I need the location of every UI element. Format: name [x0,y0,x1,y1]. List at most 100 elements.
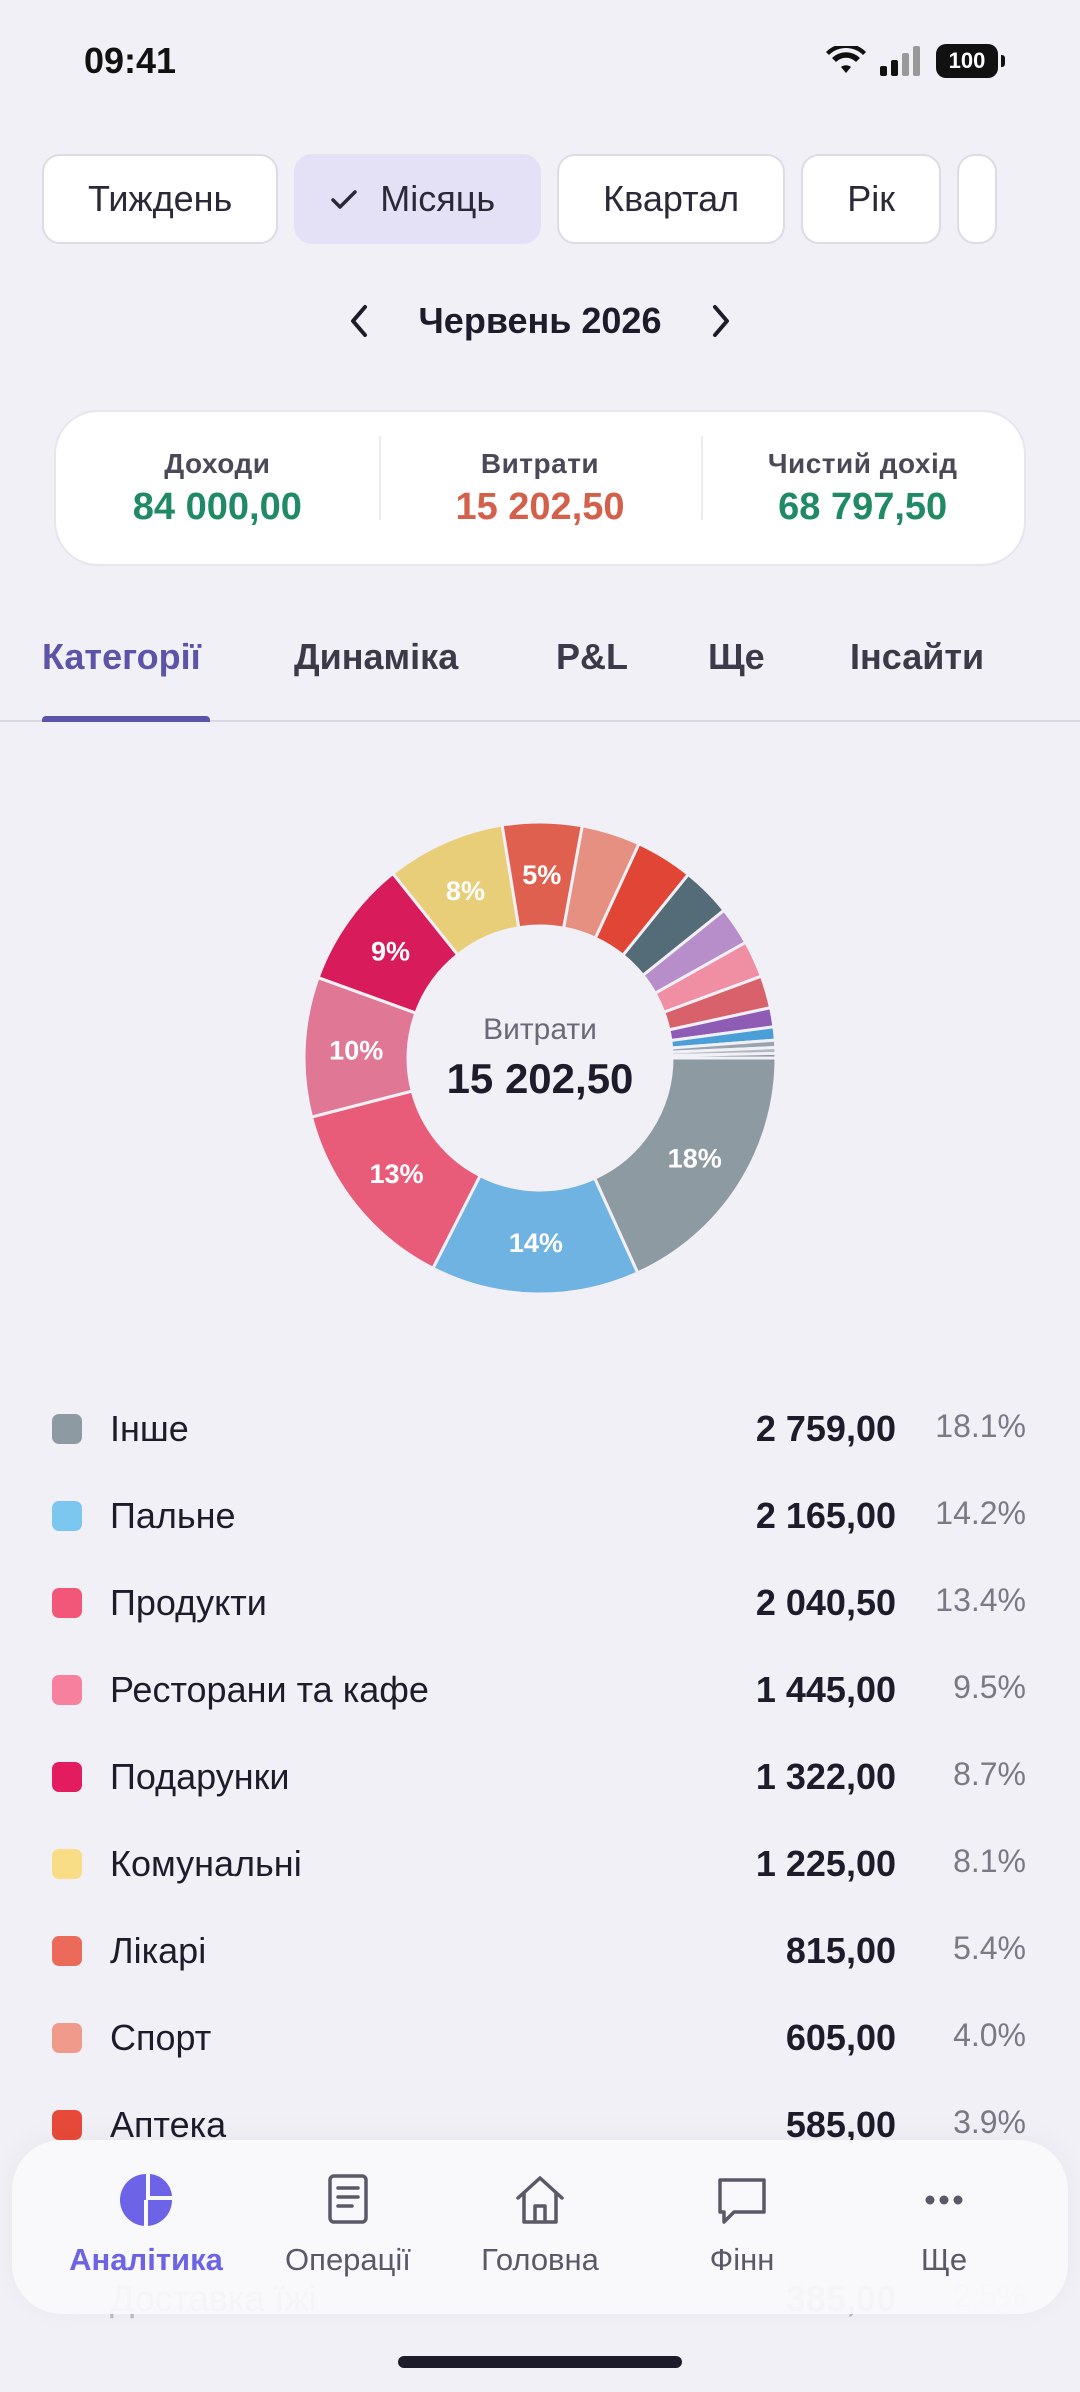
prev-month-button[interactable] [339,296,379,346]
category-color-swatch [52,1936,82,1966]
category-row[interactable]: Інше 2 759,00 18.1% [0,1386,1080,1473]
donut-slice-label: 9% [371,937,410,967]
category-name: Аптека [110,2104,227,2145]
category-amount: 585,00 [785,2104,896,2145]
nav-analytics[interactable]: Аналітика [46,2170,246,2278]
tab-more[interactable]: Ще [708,636,765,677]
category-percent: 18.1% [935,1408,1026,1444]
category-amount: 1 225,00 [755,1843,896,1884]
expense-donut-chart: 18% 14% 13% 10% 9% 8% 5% Витрати 15 202,50 [290,808,790,1308]
category-row[interactable]: Ресторани та кафе 1 445,00 9.5% [0,1647,1080,1734]
category-color-swatch [52,2110,82,2140]
chat-icon [718,2178,766,2224]
income-value: 84 000,00 [132,485,302,528]
donut-slice-label: 13% [369,1159,423,1189]
period-chip-custom[interactable] [956,154,997,244]
battery-indicator: 100 [936,44,1005,78]
category-amount: 815,00 [785,1930,896,1971]
category-color-swatch [52,1675,82,1705]
category-color-swatch [52,1414,82,1444]
category-row[interactable]: Комунальні 1 225,00 8.1% [0,1821,1080,1908]
signal-icon [880,46,920,76]
category-percent: 4.0% [953,2017,1026,2053]
expense-label: Витрати [480,447,600,479]
more-icon [925,2195,963,2205]
period-chip-month[interactable]: Місяць [294,154,542,244]
chip-label: Місяць [380,178,496,219]
tab-dynamics[interactable]: Динаміка [294,636,459,677]
bottom-navigation: Аналітика Операції Головна Фінн Ще [12,2140,1068,2314]
net-summary: Чистий дохід 68 797,50 [701,435,1024,529]
nav-home[interactable]: Головна [440,2170,640,2278]
chevron-left-icon [350,305,367,337]
tab-insights[interactable]: Інсайти [850,636,985,677]
category-percent: 9.5% [953,1669,1026,1705]
category-row[interactable]: Аптека 585,00 3.9% [0,2082,1080,2169]
category-percent: 8.1% [953,1843,1026,1879]
donut-center: Витрати 15 202,50 [290,808,790,1308]
category-row[interactable]: Продукти 2 040,50 13.4% [0,1560,1080,1647]
category-row[interactable]: Лікарі 815,00 5.4% [0,1908,1080,1995]
period-chip-year[interactable]: Рік [801,154,941,244]
income-label: Доходи [164,447,271,479]
category-name: Інше [110,1408,189,1449]
category-name: Лікарі [110,1930,207,1971]
nav-more[interactable]: Ще [844,2170,1044,2278]
nav-label: Аналітика [69,2242,223,2277]
category-row[interactable]: Пальне 2 165,00 14.2% [0,1473,1080,1560]
analytics-tabs: Категорії Динаміка P&L Ще Інсайти [0,636,1080,722]
category-color-swatch [52,1588,82,1618]
analytics-icon [120,2174,172,2226]
status-bar: 09:41 100 [0,0,1080,130]
category-percent: 13.4% [935,1582,1026,1618]
home-indicator [398,2356,682,2368]
category-color-swatch [52,1849,82,1879]
expense-value: 15 202,50 [455,485,625,528]
donut-slice-label: 10% [329,1035,383,1065]
donut-slice-label: 14% [509,1228,563,1258]
net-label: Чистий дохід [767,447,958,479]
donut-slice-label: 5% [522,860,561,890]
check-icon [331,190,358,209]
donut-slice-label: 18% [668,1144,722,1174]
nav-label: Операції [285,2242,411,2277]
active-tab-indicator [42,716,210,722]
category-percent: 3.9% [953,2104,1026,2140]
donut-slice-label: 8% [446,876,485,906]
home-icon [516,2176,564,2224]
category-row[interactable]: Подарунки 1 322,00 8.7% [0,1734,1080,1821]
donut-slice[interactable] [592,1056,778,1275]
category-percent: 14.2% [935,1495,1026,1531]
category-name: Комунальні [110,1843,302,1884]
category-amount: 2 759,00 [755,1408,896,1449]
category-percent: 8.7% [953,1756,1026,1792]
category-name: Подарунки [110,1756,290,1797]
donut-svg: 18% 14% 13% 10% 9% 8% 5% [302,820,778,1296]
nav-label: Ще [920,2242,968,2277]
period-chip-week[interactable]: Тиждень [42,154,279,244]
month-navigator: Червень 2026 [0,296,1080,346]
category-amount: 2 165,00 [755,1495,896,1536]
period-chip-quarter[interactable]: Квартал [557,154,786,244]
period-selector: Тиждень Місяць Квартал Рік [42,154,1038,244]
nav-chat[interactable]: Фінн [642,2170,842,2278]
tab-categories[interactable]: Категорії [42,636,201,677]
expense-summary: Витрати 15 202,50 [378,435,702,529]
category-name: Спорт [110,2017,212,2058]
chip-label: Тиждень [88,178,233,219]
next-month-button[interactable] [701,296,741,346]
nav-operations[interactable]: Операції [248,2170,448,2278]
category-color-swatch [52,2023,82,2053]
chip-label: Рік [847,178,895,219]
category-color-swatch [52,1762,82,1792]
donut-slice[interactable] [670,1051,778,1060]
receipt-icon [328,2174,368,2224]
category-row[interactable]: Спорт 605,00 4.0% [0,1995,1080,2082]
summary-card: Доходи 84 000,00 Витрати 15 202,50 Чисти… [54,410,1026,566]
category-color-swatch [52,1501,82,1531]
month-label: Червень 2026 [418,300,662,341]
tab-pnl[interactable]: P&L [556,636,628,677]
chevron-right-icon [713,305,730,337]
category-amount: 1 445,00 [755,1669,896,1710]
nav-label: Фінн [709,2242,775,2277]
